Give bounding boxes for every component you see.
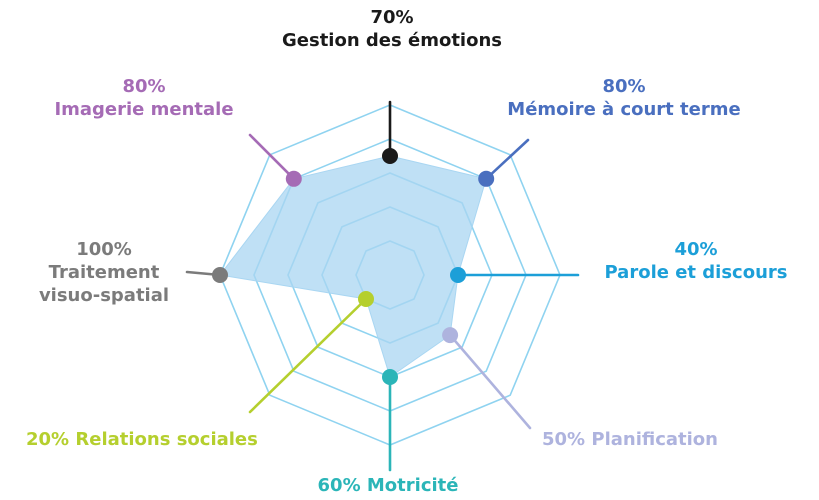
- leader-line-5: [248, 297, 368, 414]
- axis-name: Parole et discours: [604, 262, 788, 283]
- axis-name: Relations sociales: [75, 429, 258, 450]
- axis-name: Mémoire à court terme: [507, 99, 741, 120]
- value-label: 80%: [602, 76, 646, 97]
- radar-area-layer: [219, 155, 487, 378]
- leader-line-1: [484, 138, 530, 181]
- axis-label-planification: 50% Planification: [542, 428, 762, 451]
- data-point-6: [212, 267, 228, 283]
- axis-name: Imagerie mentale: [54, 99, 234, 120]
- data-point-4: [382, 369, 398, 385]
- value-label: 50%: [542, 429, 586, 450]
- leader-line-3: [448, 333, 532, 430]
- value-label: 70%: [370, 7, 414, 28]
- data-points: [212, 148, 495, 385]
- value-label: 60%: [317, 475, 361, 496]
- value-label: 20%: [26, 429, 70, 450]
- data-point-0: [382, 148, 398, 164]
- axis-name-line-2: visuo-spatial: [38, 285, 170, 306]
- axis-label-memoire-a-court-terme: 80% Mémoire à court terme: [486, 75, 762, 121]
- value-label: 100%: [76, 239, 132, 260]
- data-point-5: [358, 291, 374, 307]
- data-point-1: [478, 170, 495, 187]
- axis-label-relations-sociales: 20% Relations sociales: [26, 428, 316, 451]
- axis-name: Motricité: [366, 475, 459, 496]
- axis-name-line-1: Traitement: [48, 262, 160, 283]
- axis-name: Planification: [591, 429, 718, 450]
- axis-label-traitement-visuo-spatial: 100% Traitement visuo-spatial: [14, 238, 194, 307]
- axis-label-gestion-des-emotions: 70% Gestion des émotions: [256, 6, 528, 52]
- axis-name: Gestion des émotions: [282, 30, 502, 51]
- data-area: [219, 155, 487, 378]
- axis-label-parole-et-discours: 40% Parole et discours: [586, 238, 806, 284]
- axis-label-imagerie-mentale: 80% Imagerie mentale: [34, 75, 254, 121]
- data-point-7: [285, 170, 302, 187]
- data-point-3: [442, 327, 459, 344]
- value-label: 40%: [674, 239, 718, 260]
- leader-line-7: [248, 133, 296, 181]
- axis-label-motricite: 60% Motricité: [288, 474, 488, 497]
- data-point-2: [450, 267, 466, 283]
- value-label: 80%: [122, 76, 166, 97]
